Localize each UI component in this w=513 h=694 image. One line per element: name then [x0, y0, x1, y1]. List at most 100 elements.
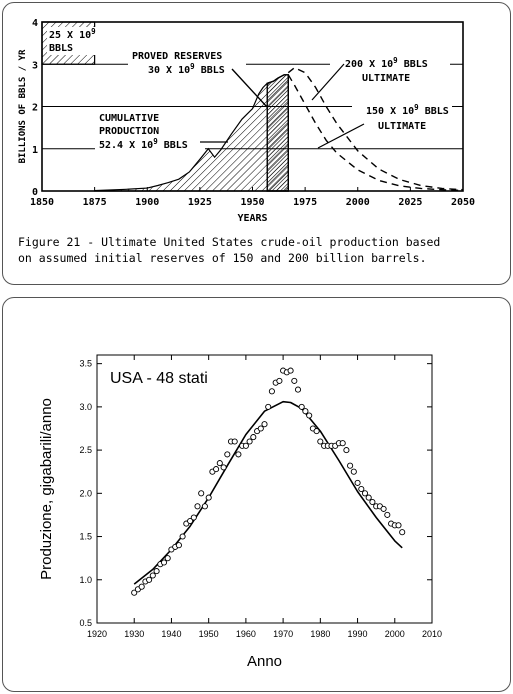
u200-label: 200 X 109 BBLS [345, 56, 428, 70]
data-point [268, 388, 275, 395]
data-point [358, 485, 365, 493]
data-point [246, 438, 253, 445]
data-point [380, 505, 387, 512]
x-tick-label: 1900 [135, 197, 159, 208]
u150-label-bg [352, 98, 452, 132]
proved-arrow [231, 68, 268, 108]
cumulative-label-3: 52.4 X 109 BBLS [99, 137, 188, 151]
data-point [343, 447, 350, 454]
data-point [287, 367, 294, 374]
y-tick-label: 3 [32, 60, 38, 71]
x-tick-label: 2025 [398, 197, 422, 208]
scale-box-label: 25 X 109 [49, 27, 96, 41]
data-point [257, 425, 264, 432]
hubbert-chart: 25 X 109 BBLS 1850 1875 1900 1925 1950 1975 2000… [18, 18, 475, 224]
data-point [291, 377, 298, 384]
data-point [339, 440, 346, 447]
data-point [261, 421, 268, 428]
data-point [395, 522, 402, 529]
caption-line-2: on assumed initial reserves of 150 and 2… [18, 251, 427, 265]
ultimate-150-curve [287, 74, 464, 192]
proved-reserves-area [266, 74, 289, 192]
cumulative-label-bg [95, 110, 205, 152]
data-point [164, 555, 171, 562]
x-tick-label: 1925 [188, 197, 212, 208]
data-point [302, 408, 309, 415]
cumulative-label-1: CUMULATIVE [99, 113, 159, 124]
data-point [194, 503, 201, 510]
data-point [365, 494, 372, 501]
data-point [205, 494, 212, 501]
y-tick-label: 2 [32, 103, 38, 114]
x-tick-label: 1950 [240, 197, 264, 208]
x-tick-label: 1850 [30, 197, 54, 208]
x-tick-label: 1930 [124, 629, 144, 639]
data-point [201, 503, 208, 510]
data-point [146, 576, 153, 583]
x-tick-label: 2000 [346, 197, 370, 208]
u150-label: 150 X 109 BBLS [366, 103, 449, 117]
y-tick-label: 4 [32, 18, 38, 29]
u200-label-2: ULTIMATE [362, 73, 410, 84]
data-point [179, 533, 186, 540]
data-point [153, 568, 160, 575]
data-point [250, 434, 257, 441]
x-tick-label: 1940 [161, 629, 181, 639]
data-point [190, 514, 197, 521]
data-point [276, 377, 283, 384]
data-point [131, 589, 138, 596]
bottom-plot-frame [96, 354, 433, 624]
data-point [347, 462, 354, 469]
chart-panel-bottom [2, 297, 511, 692]
proved-label-bg [128, 46, 246, 76]
y-axis-title: Produzione, gigabarili/anno [38, 398, 55, 580]
data-point [294, 386, 302, 393]
data-point [265, 403, 272, 410]
data-point [231, 438, 238, 445]
x-tick-label: 1980 [310, 629, 330, 639]
data-point [317, 438, 324, 445]
data-point [354, 479, 361, 486]
x-tick-label: 2000 [385, 629, 405, 639]
figure-caption: Figure 21 - Ultimate United States crude… [18, 234, 498, 266]
data-point [306, 412, 313, 419]
data-point [160, 559, 168, 566]
y-tick-label: 1.0 [79, 575, 92, 585]
x-axis-title: Anno [247, 653, 282, 670]
x-tick-label: 1950 [199, 629, 219, 639]
data-point [187, 517, 194, 525]
u150-arrow [317, 123, 365, 149]
data-point [384, 511, 391, 518]
data-point [369, 498, 376, 506]
data-point [399, 529, 406, 536]
data-point [313, 428, 320, 435]
x-tick-label: 1970 [273, 629, 293, 639]
u200-arrow [311, 63, 345, 101]
x-tick-label: 1990 [348, 629, 368, 639]
data-point [224, 451, 231, 458]
y-tick-label: 1.5 [79, 532, 92, 542]
caption-line-1: Figure 21 - Ultimate United States crude… [18, 235, 441, 249]
scale-box-label-bg [47, 27, 97, 55]
proved-label: PROVED RESERVES [132, 51, 222, 62]
data-point [216, 460, 223, 467]
x-tick-label: 1960 [236, 629, 256, 639]
data-point [220, 464, 227, 471]
y-axis-title: BILLIONS OF BBLS / YR [18, 49, 28, 163]
data-point [235, 451, 242, 458]
u200-label-bg [330, 56, 450, 84]
data-point [149, 572, 156, 579]
ultimate-200-curve [287, 66, 464, 191]
y-tick-label: 3.0 [79, 402, 92, 412]
cumulative-label-2: PRODUCTION [99, 126, 159, 137]
data-point [198, 490, 205, 497]
x-tick-label: 2050 [451, 197, 475, 208]
x-tick-label: 1875 [83, 197, 107, 208]
data-point [361, 490, 369, 497]
chart-title: USA - 48 stati [110, 370, 208, 387]
data-point [242, 442, 249, 449]
y-tick-label: 0 [32, 187, 38, 198]
x-tick-label: 1920 [87, 629, 107, 639]
x-axis-title: YEARS [237, 213, 267, 224]
